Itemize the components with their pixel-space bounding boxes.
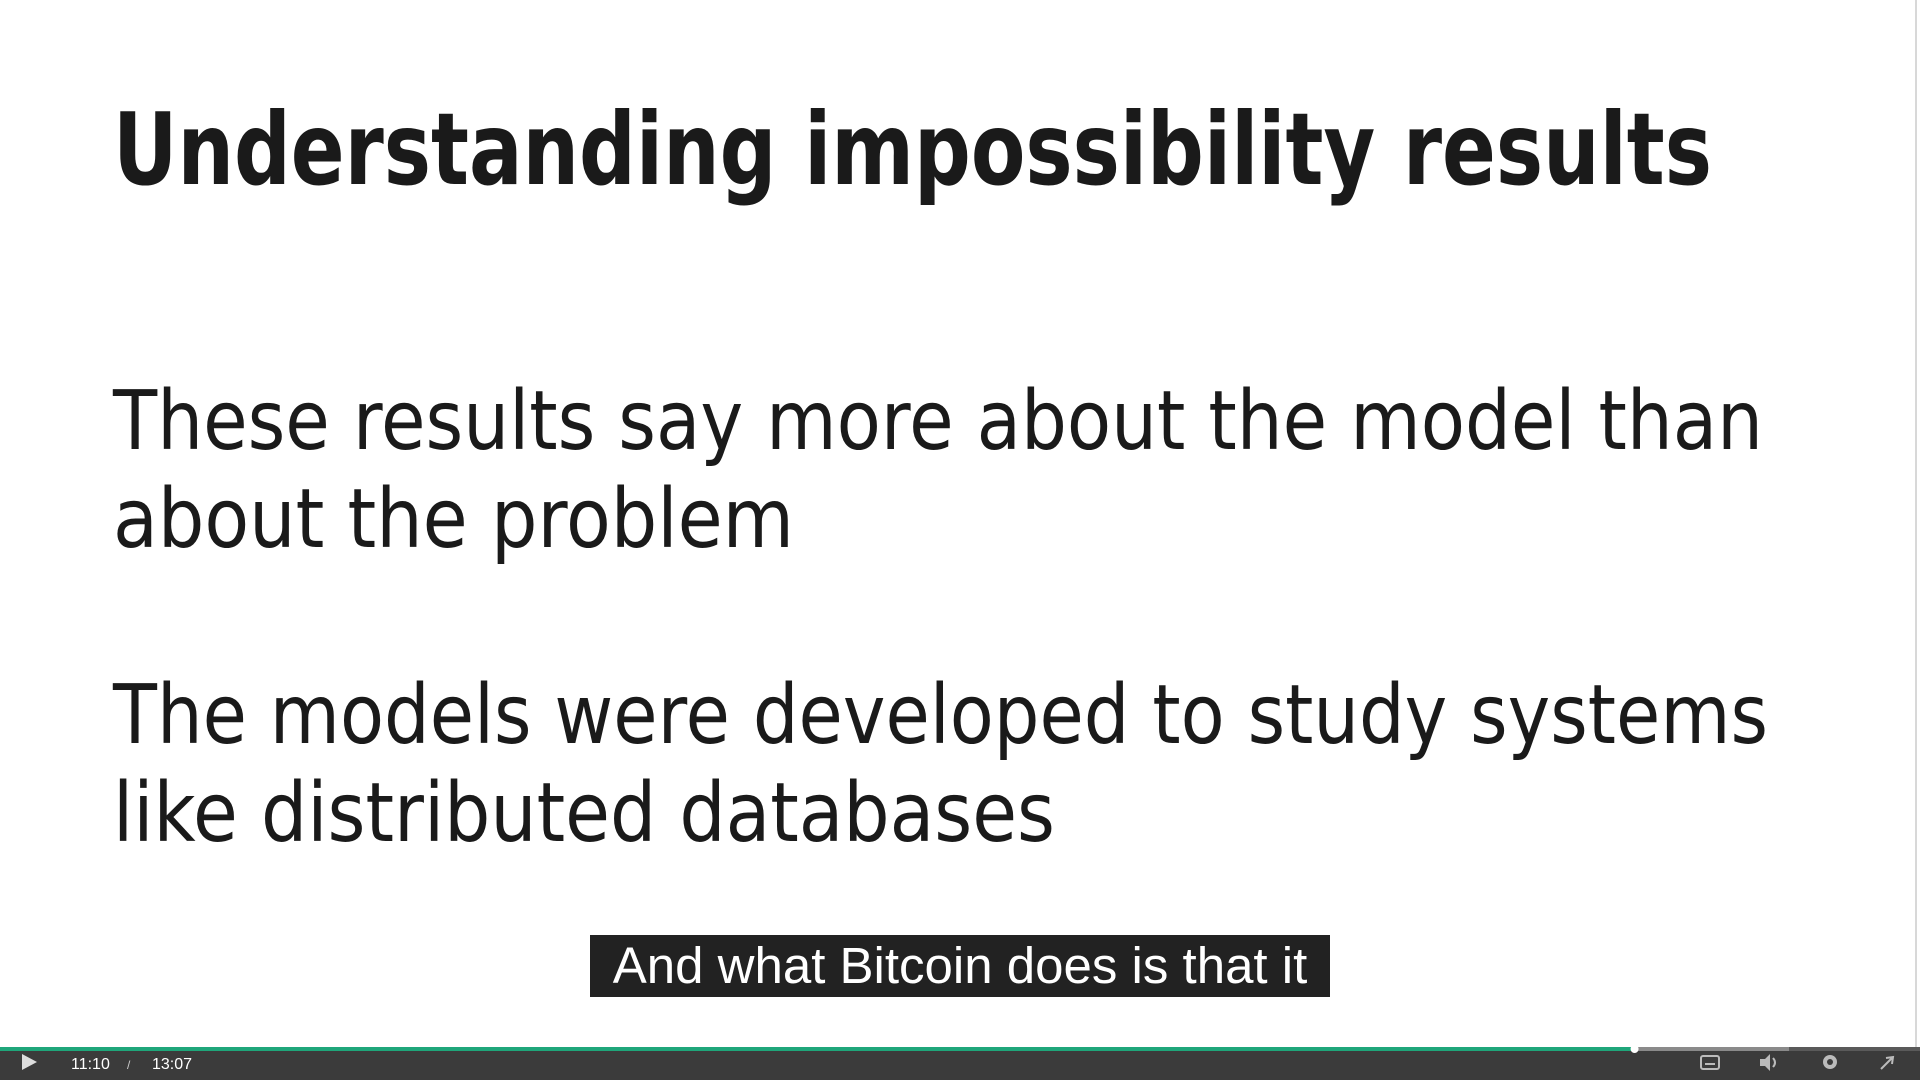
duration: 13:07 — [152, 1056, 192, 1073]
slide-body: These results say more about the model t… — [112, 374, 1768, 861]
slide-background — [0, 0, 1920, 1047]
settings-button[interactable] — [1823, 1055, 1837, 1069]
subtitle-box — [590, 935, 1330, 997]
time-separator: / — [127, 1058, 131, 1072]
current-time: 11:10 — [71, 1056, 110, 1073]
slide-line: about the problem — [113, 472, 794, 567]
slide-line: like distributed databases — [113, 766, 1055, 861]
progress-handle[interactable] — [1630, 1045, 1639, 1053]
captions-button[interactable] — [1700, 1055, 1720, 1070]
control-bar — [0, 1047, 1920, 1080]
slide-line: These results say more about the model t… — [112, 374, 1763, 469]
slide-title: Understanding impossibility results — [113, 91, 1712, 208]
slide-line: The models were developed to study syste… — [112, 668, 1768, 763]
fullscreen-button[interactable] — [1880, 1055, 1895, 1070]
played-bar — [0, 1047, 1635, 1051]
play-button[interactable] — [22, 1054, 37, 1070]
volume-button[interactable] — [1760, 1054, 1776, 1071]
subtitle-text: And what Bitcoin does is that it — [613, 937, 1308, 994]
